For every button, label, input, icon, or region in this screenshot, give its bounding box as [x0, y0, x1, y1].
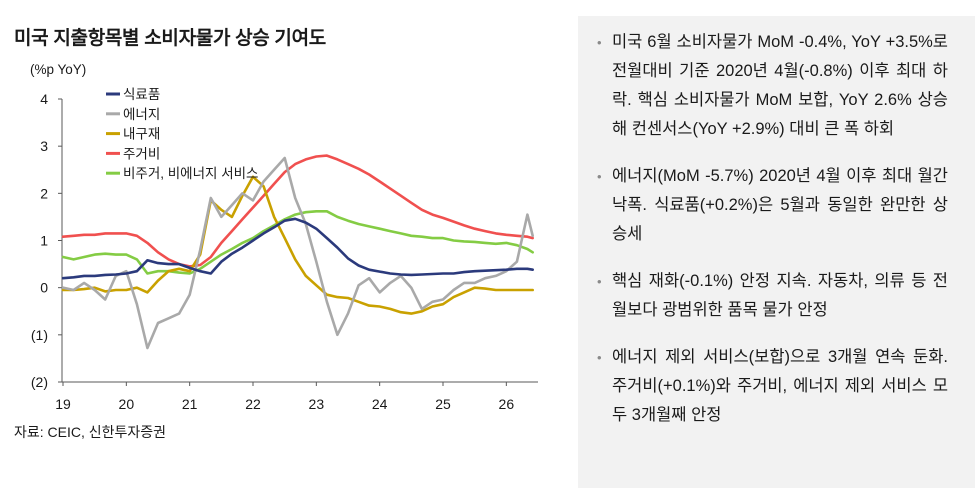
x-tick-label: 26 — [499, 396, 515, 412]
legend-label: 식료품 — [123, 87, 160, 102]
legend-label: 주거비 — [123, 146, 160, 161]
legend-label: 에너지 — [123, 107, 160, 122]
y-tick-label: 1 — [40, 233, 48, 249]
x-tick-label: 23 — [309, 396, 325, 412]
y-tick-label: 2 — [40, 185, 48, 201]
legend-item: 주거비 — [106, 146, 160, 161]
legend-item: 비주거, 비에너지 서비스 — [106, 166, 258, 181]
series-line-1 — [61, 217, 534, 280]
summary-list: 미국 6월 소비자물가 MoM -0.4%, YoY +3.5%로 전월대비 기… — [597, 28, 948, 430]
legend-item: 식료품 — [106, 87, 160, 102]
summary-bullet: 핵심 재화(-0.1%) 안정 지속. 자동차, 의류 등 전월보다 광범위한 … — [597, 267, 948, 325]
legend-item: 내구재 — [106, 127, 160, 142]
legend-item: 에너지 — [106, 107, 160, 122]
y-tick-label: 3 — [40, 138, 48, 154]
legend-label: 비주거, 비에너지 서비스 — [123, 166, 258, 181]
y-tick-label: 4 — [40, 91, 48, 107]
summary-bullet: 에너지 제외 서비스(보합)으로 3개월 연속 둔화. 주거비(+0.1%)와 … — [597, 343, 948, 430]
y-tick-label: (1) — [31, 327, 48, 343]
chart-title: 미국 지출항목별 소비자물가 상승 기여도 — [14, 28, 326, 49]
y-axis-unit-label: (%p YoY) — [30, 62, 87, 77]
series-line-3 — [61, 175, 534, 315]
x-tick-label: 19 — [55, 396, 71, 412]
x-tick-label: 20 — [119, 396, 135, 412]
summary-bullet: 에너지(MoM -5.7%) 2020년 4월 이후 최대 월간 낙폭. 식료품… — [597, 162, 948, 249]
x-tick-label: 24 — [372, 396, 388, 412]
legend-label: 내구재 — [123, 127, 160, 142]
y-tick-label: 0 — [40, 280, 48, 296]
series-line-4 — [61, 154, 534, 268]
x-tick-label: 21 — [182, 396, 198, 412]
summary-bullet: 미국 6월 소비자물가 MoM -0.4%, YoY +3.5%로 전월대비 기… — [597, 28, 948, 144]
x-tick-label: 25 — [435, 396, 451, 412]
series-line-2 — [61, 156, 534, 350]
y-tick-label: (2) — [31, 374, 48, 390]
x-tick-label: 22 — [245, 396, 261, 412]
source-note: 자료: CEIC, 신한투자증권 — [14, 424, 167, 440]
summary-panel: 미국 6월 소비자물가 MoM -0.4%, YoY +3.5%로 전월대비 기… — [578, 16, 975, 488]
